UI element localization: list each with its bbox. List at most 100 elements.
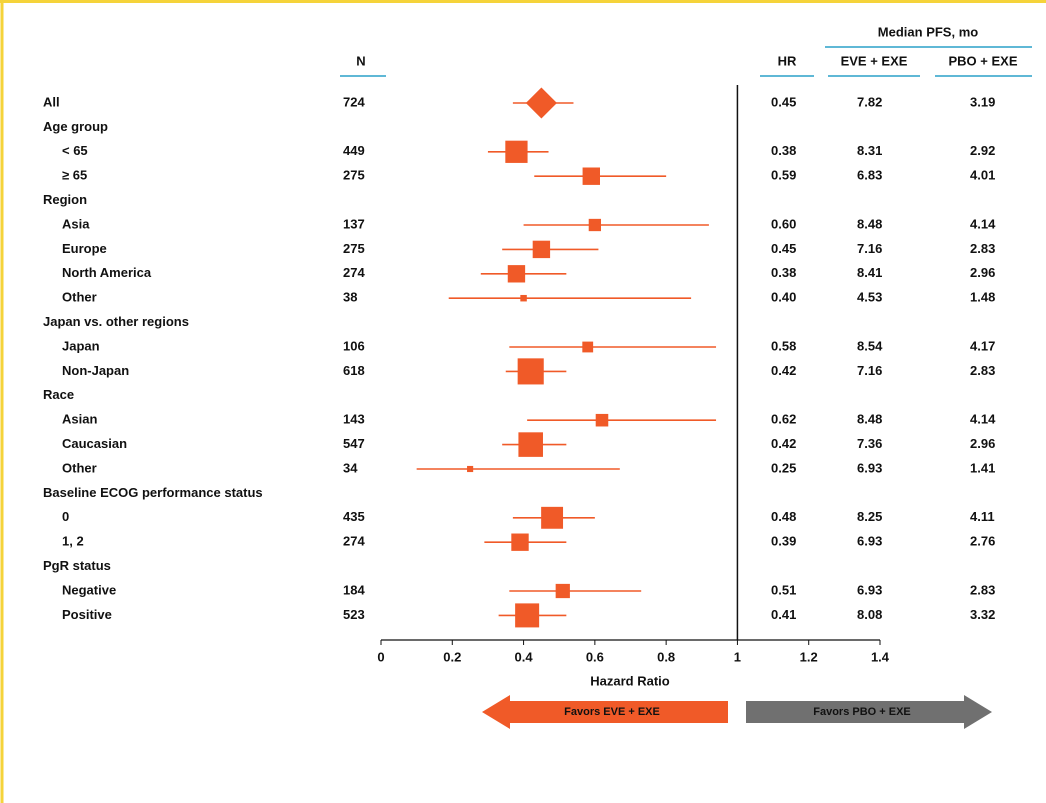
n-value: 724 bbox=[343, 94, 365, 109]
pfs-eve-value: 6.93 bbox=[857, 582, 882, 597]
pfs-header: Median PFS, mo bbox=[878, 24, 978, 39]
row-label: Race bbox=[43, 387, 74, 402]
pfs-eve-value: 7.16 bbox=[857, 241, 882, 256]
x-tick-label: 1 bbox=[734, 649, 741, 664]
row-label: Asian bbox=[62, 412, 97, 427]
n-value: 618 bbox=[343, 363, 365, 378]
pfs-eve-value: 8.48 bbox=[857, 216, 882, 231]
hr-box bbox=[532, 240, 551, 259]
hr-value: 0.41 bbox=[771, 607, 796, 622]
row-label: Age group bbox=[43, 119, 108, 134]
pfs-pbo-value: 4.17 bbox=[970, 338, 995, 353]
hr-box bbox=[595, 413, 609, 427]
hr-box bbox=[507, 265, 526, 283]
hr-value: 0.42 bbox=[771, 363, 796, 378]
pfs-pbo-value: 2.96 bbox=[970, 436, 995, 451]
pfs-eve-value: 8.25 bbox=[857, 509, 882, 524]
pfs-pbo-value: 4.14 bbox=[970, 216, 996, 231]
x-tick-label: 0.4 bbox=[515, 649, 534, 664]
row-label: < 65 bbox=[62, 143, 88, 158]
pfs-pbo-value: 2.92 bbox=[970, 143, 995, 158]
row-label: North America bbox=[62, 265, 152, 280]
x-tick-label: 0.8 bbox=[657, 649, 675, 664]
pfs-eve-value: 8.31 bbox=[857, 143, 882, 158]
x-tick-label: 1.2 bbox=[800, 649, 818, 664]
hr-box bbox=[541, 506, 564, 529]
hr-value: 0.59 bbox=[771, 168, 796, 183]
favors-right-arrow bbox=[746, 695, 992, 729]
pfs-eve-value: 7.36 bbox=[857, 436, 882, 451]
pfs-eve-value: 8.54 bbox=[857, 338, 883, 353]
row-label: 0 bbox=[62, 509, 69, 524]
hr-value: 0.48 bbox=[771, 509, 796, 524]
pfs-pbo-value: 2.83 bbox=[970, 363, 995, 378]
row-label: Baseline ECOG performance status bbox=[43, 485, 263, 500]
pbo-header: PBO + EXE bbox=[949, 53, 1018, 68]
n-value: 274 bbox=[343, 265, 365, 280]
n-value: 275 bbox=[343, 168, 365, 183]
hr-box bbox=[511, 533, 529, 551]
n-value: 435 bbox=[343, 509, 365, 524]
hr-box bbox=[515, 603, 540, 628]
hr-value: 0.58 bbox=[771, 338, 796, 353]
pfs-pbo-value: 4.01 bbox=[970, 168, 995, 183]
hr-box bbox=[517, 358, 544, 385]
n-value: 38 bbox=[343, 290, 357, 305]
row-label: 1, 2 bbox=[62, 534, 84, 549]
pfs-pbo-value: 1.48 bbox=[970, 290, 995, 305]
hr-box bbox=[588, 218, 602, 232]
pfs-pbo-value: 2.76 bbox=[970, 534, 995, 549]
row-label: Japan vs. other regions bbox=[43, 314, 189, 329]
hr-box bbox=[520, 294, 527, 302]
pfs-eve-value: 8.41 bbox=[857, 265, 882, 280]
hr-value: 0.25 bbox=[771, 460, 796, 475]
pfs-pbo-value: 4.11 bbox=[970, 509, 995, 524]
n-value: 523 bbox=[343, 607, 365, 622]
pfs-pbo-value: 2.83 bbox=[970, 582, 995, 597]
hr-header: HR bbox=[778, 53, 797, 68]
hr-value: 0.60 bbox=[771, 216, 796, 231]
pfs-eve-value: 8.48 bbox=[857, 412, 882, 427]
row-label: Negative bbox=[62, 582, 116, 597]
hr-box bbox=[582, 341, 594, 353]
hr-value: 0.45 bbox=[771, 241, 796, 256]
hr-value: 0.45 bbox=[771, 94, 796, 109]
hr-value: 0.39 bbox=[771, 534, 796, 549]
favors-left-label: Favors EVE + EXE bbox=[564, 706, 660, 718]
row-label: Region bbox=[43, 192, 87, 207]
pfs-pbo-value: 4.14 bbox=[970, 412, 996, 427]
hr-box bbox=[518, 432, 543, 457]
pfs-eve-value: 7.16 bbox=[857, 363, 882, 378]
pfs-pbo-value: 3.19 bbox=[970, 94, 995, 109]
pfs-eve-value: 8.08 bbox=[857, 607, 882, 622]
n-value: 274 bbox=[343, 534, 365, 549]
n-value: 449 bbox=[343, 143, 365, 158]
n-value: 34 bbox=[343, 460, 358, 475]
row-label: Other bbox=[62, 290, 97, 305]
n-value: 184 bbox=[343, 582, 365, 597]
x-tick-label: 0.2 bbox=[443, 649, 461, 664]
hr-diamond bbox=[525, 87, 557, 119]
x-tick-label: 0.6 bbox=[586, 649, 604, 664]
row-label: ≥ 65 bbox=[62, 168, 87, 183]
hr-box bbox=[582, 167, 600, 185]
row-label: All bbox=[43, 94, 60, 109]
pfs-pbo-value: 3.32 bbox=[970, 607, 995, 622]
n-header: N bbox=[356, 53, 365, 68]
n-value: 106 bbox=[343, 338, 365, 353]
pfs-eve-value: 7.82 bbox=[857, 94, 882, 109]
hr-value: 0.38 bbox=[771, 265, 796, 280]
hr-box bbox=[505, 140, 528, 163]
row-label: Japan bbox=[62, 338, 100, 353]
hr-box bbox=[467, 465, 474, 473]
n-value: 275 bbox=[343, 241, 365, 256]
hr-value: 0.62 bbox=[771, 412, 796, 427]
pfs-pbo-value: 2.96 bbox=[970, 265, 995, 280]
hr-box bbox=[555, 583, 570, 599]
row-label: Other bbox=[62, 460, 97, 475]
row-label: Asia bbox=[62, 216, 90, 231]
hr-value: 0.40 bbox=[771, 290, 796, 305]
row-label: Europe bbox=[62, 241, 107, 256]
n-value: 143 bbox=[343, 412, 365, 427]
